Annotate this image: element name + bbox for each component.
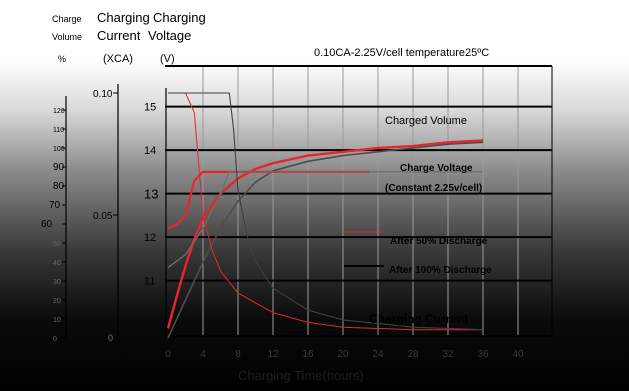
header-volume-label: Volume (52, 32, 82, 42)
charging-current-after-100-discharge-line (168, 92, 484, 331)
voltage-tick-label: 13 (144, 187, 158, 202)
header-current-label: Current (97, 28, 141, 43)
x-tick-label: 24 (372, 349, 384, 360)
voltage-tick-label: 15 (144, 102, 156, 114)
volume-tick-label: 60 (41, 219, 53, 230)
y-axes: 111213141500.050.100.150.200.25010203040… (41, 84, 167, 343)
volume-tick-label: 10 (53, 317, 61, 324)
charge-voltage-after-50-discharge-line (167, 170, 370, 230)
charged-volume-after-50-discharge-line (166, 139, 484, 329)
x-axis-ticks: 0 4 8 12 16 20 24 28 32 36 40 (165, 349, 524, 360)
unit-v-label: (V) (160, 53, 175, 65)
voltage-tick-label: 12 (144, 232, 156, 244)
header-charge-label: Charge (52, 14, 82, 24)
volume-tick-label: 70 (49, 200, 61, 211)
unit-percent-label: % (58, 54, 66, 64)
volume-tick-label: 100 (53, 146, 65, 153)
x-tick-label: 0 (165, 349, 171, 360)
current-tick-label: 0.05 (93, 211, 113, 222)
current-tick-label: 0 (108, 333, 113, 343)
volume-tick-label: 110 (53, 127, 64, 134)
x-tick-label: 12 (267, 349, 279, 360)
x-axis-label: Charging Time(hours) (238, 368, 364, 383)
plot-grid (165, 65, 553, 337)
charge-voltage-annotation: Charge Voltage (400, 163, 473, 174)
x-tick-label: 36 (477, 349, 489, 360)
volume-tick-label: 90 (53, 162, 65, 173)
volume-tick-label: 40 (53, 260, 61, 267)
volume-tick-label: 120 (53, 108, 65, 115)
volume-tick-label: 50 (53, 241, 61, 248)
volume-tick-label: 30 (53, 279, 61, 286)
unit-xca-label: (XCA) (103, 53, 133, 65)
x-tick-label: 4 (200, 349, 206, 360)
x-tick-label: 32 (442, 349, 454, 360)
charged-volume-annotation: Charged Volume (385, 115, 467, 127)
volume-tick-label: 20 (53, 298, 61, 305)
header-charging-label-1: Charging (97, 10, 150, 25)
volume-tick-label: 80 (53, 181, 65, 192)
legend-label-100: After 100% Discharge (389, 265, 492, 276)
x-tick-label: 16 (302, 349, 314, 360)
x-tick-label: 40 (512, 349, 524, 360)
charging-current-after-50-discharge-line (168, 92, 483, 331)
voltage-tick-label: 11 (144, 276, 155, 288)
charge-voltage-note: (Constant 2.25v/cell) (385, 183, 482, 194)
volume-tick-label: 0 (53, 336, 57, 343)
x-tick-label: 8 (235, 349, 241, 360)
charging-current-annotation: Charging Current (369, 312, 468, 326)
header-charging-label-2: Charging (153, 10, 206, 25)
charge-voltage-after-100-discharge-line (167, 171, 483, 269)
data-series (166, 92, 484, 339)
x-tick-label: 20 (337, 349, 349, 360)
current-tick-label: 0.10 (93, 89, 113, 100)
legend-label-50: After 50% Discharge (390, 236, 488, 247)
x-tick-label: 28 (407, 349, 419, 360)
voltage-tick-label: 14 (144, 145, 156, 157)
header-voltage-label: Voltage (148, 28, 191, 43)
test-condition-label: 0.10CA-2.25V/cell temperature25ºC (314, 47, 489, 59)
